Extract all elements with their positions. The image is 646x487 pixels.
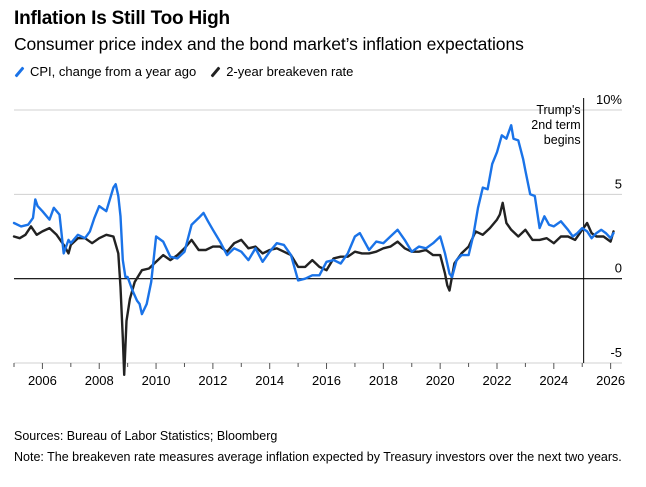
note-text: Note: The breakeven rate measures averag… <box>14 450 622 464</box>
legend-label-breakeven: 2-year breakeven rate <box>226 64 354 79</box>
x-tick-label: 2006 <box>28 373 57 388</box>
x-tick-label: 2012 <box>198 373 227 388</box>
legend: CPI, change from a year ago 2-year break… <box>14 64 367 79</box>
x-tick-label: 2008 <box>85 373 114 388</box>
legend-item-breakeven: 2-year breakeven rate <box>210 64 353 79</box>
y-tick-label: 10% <box>596 92 622 107</box>
y-tick-label: -5 <box>610 345 622 360</box>
legend-label-cpi: CPI, change from a year ago <box>30 64 197 79</box>
series-line-cpi <box>12 124 615 316</box>
annotation-label: 2nd term <box>531 118 580 132</box>
x-tick-label: 2010 <box>142 373 171 388</box>
x-tick-label: 2026 <box>596 373 625 388</box>
y-tick-label: 0 <box>615 261 622 276</box>
y-tick-label: 5 <box>615 176 622 191</box>
x-tick-label: 2014 <box>255 373 284 388</box>
x-tick-label: 2020 <box>426 373 455 388</box>
annotation-label: Trump's <box>536 103 580 117</box>
annotation-label: begins <box>544 133 581 147</box>
chart-title: Inflation Is Still Too High <box>14 8 230 29</box>
x-tick-label: 2018 <box>369 373 398 388</box>
chart-subtitle: Consumer price index and the bond market… <box>14 34 524 54</box>
x-tick-label: 2022 <box>483 373 512 388</box>
x-tick-label: 2024 <box>539 373 568 388</box>
x-tick-label: 2016 <box>312 373 341 388</box>
sources-text: Sources: Bureau of Labor Statistics; Blo… <box>14 429 278 443</box>
series-line-breakeven <box>12 201 615 376</box>
line-chart: 10% 5 0 -5 2006 2008 2010 2012 2014 2016 2018 2020 2… <box>12 92 625 388</box>
legend-item-cpi: CPI, change from a year ago <box>14 64 196 79</box>
